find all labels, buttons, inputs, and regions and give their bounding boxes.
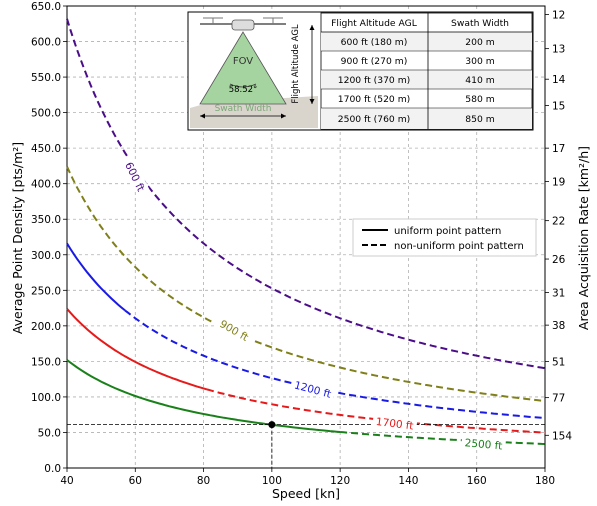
table-cell: 410 m — [465, 75, 494, 86]
table-cell: 1700 ft (520 m) — [338, 94, 410, 105]
y-tick-label: 100.0 — [31, 392, 61, 404]
y2-tick-label: 51 — [552, 356, 565, 368]
y2-tick-label: 14 — [552, 74, 566, 86]
series-line-solid-1700-ft — [66, 308, 208, 391]
series-line-dashed-600-ft — [66, 18, 546, 370]
table-cell: 600 ft (180 m) — [341, 37, 408, 48]
y-tick-label: 650.0 — [31, 1, 61, 13]
altitude-label: Flight Altitude AGL — [291, 24, 301, 104]
table-cell: 900 ft (270 m) — [341, 56, 408, 67]
y-tick-label: 0.0 — [44, 463, 61, 475]
marker-point — [268, 421, 276, 429]
y-tick-label: 600.0 — [31, 37, 61, 49]
y-tick-label: 300.0 — [31, 250, 61, 262]
series-label-1700-ft: 1700 ft — [375, 416, 414, 433]
inset: FOV 58.52° Swath Width Flight Altitude A… — [187, 11, 534, 131]
x-tick-label: 40 — [60, 475, 73, 487]
y-tick-label: 350.0 — [31, 214, 61, 226]
series-label-bg — [290, 376, 336, 401]
y2-tick-label: 22 — [552, 216, 565, 228]
series-label-bg — [212, 313, 257, 347]
x-tick-label: 180 — [535, 475, 555, 487]
x-tick-label: 60 — [129, 475, 142, 487]
table-cell: 2500 ft (760 m) — [338, 114, 410, 125]
x-tick-label: 120 — [330, 475, 350, 487]
table-header-swath: Swath Width — [451, 18, 509, 29]
series-label-bg — [461, 434, 507, 452]
y-tick-label: 150.0 — [31, 356, 61, 368]
y2-tick-label: 26 — [552, 254, 566, 266]
y2-tick-label: 13 — [552, 44, 565, 56]
table-header-altitude: Flight Altitude AGL — [331, 18, 418, 29]
table-cell: 300 m — [465, 56, 494, 67]
y-tick-label: 250.0 — [31, 285, 61, 297]
y2-tick-label: 77 — [552, 393, 565, 405]
y-axis-label: Average Point Density [pts/m²] — [10, 142, 25, 334]
x-axis-label: Speed [kn] — [272, 486, 340, 501]
plot-frame — [66, 5, 546, 469]
series-label-bg — [120, 153, 152, 199]
fov-label: FOV — [233, 56, 253, 67]
legend-item-uniform: uniform point pattern — [394, 226, 501, 237]
table-cell: 1200 ft (370 m) — [338, 75, 410, 86]
series-label-bg — [372, 413, 418, 432]
table-cell: 850 m — [465, 114, 494, 125]
swath-table: Flight Altitude AGL Swath Width 600 ft (… — [320, 12, 533, 130]
drone-icon — [200, 17, 286, 31]
axes: 40 60 80 100 120 140 160 180 0.0 50.0 100.0 150.0 20… — [31, 1, 572, 487]
y-tick-label: 400.0 — [31, 179, 61, 191]
series-line-solid-1200-ft — [66, 242, 126, 312]
angle-label: 58.52° — [229, 85, 258, 95]
y2-tick-label: 38 — [552, 320, 565, 332]
table-cell: 580 m — [465, 94, 494, 105]
y2-axis-label: Area Acquisition Rate [km²/h] — [576, 146, 591, 330]
fov-cone — [199, 31, 287, 105]
y-tick-label: 550.0 — [31, 72, 61, 84]
y2-tick-label: 15 — [552, 101, 565, 113]
angle-arc — [229, 83, 257, 88]
y2-tick-label: 154 — [552, 430, 572, 442]
y2-tick-label: 31 — [552, 287, 565, 299]
y2-tick-label: 12 — [552, 10, 565, 22]
y2-tick-label: 17 — [552, 143, 565, 155]
series-line-dashed-900-ft — [66, 166, 546, 402]
series-line-dashed-2500-ft — [340, 431, 546, 445]
table-cell: 200 m — [465, 37, 494, 48]
x-tick-label: 100 — [262, 475, 282, 487]
x-tick-label: 80 — [197, 475, 210, 487]
y-tick-label: 50.0 — [38, 427, 61, 439]
x-tick-label: 160 — [467, 475, 487, 487]
series-line-dashed-1200-ft — [124, 309, 546, 420]
legend: uniform point pattern non-uniform point … — [352, 218, 537, 257]
y2-tick-label: 19 — [552, 177, 565, 189]
series-line-solid-2500-ft — [66, 359, 341, 433]
y-tick-label: 200.0 — [31, 321, 61, 333]
x-tick-label: 140 — [398, 475, 418, 487]
y-tick-label: 500.0 — [31, 108, 61, 120]
legend-box — [352, 218, 537, 257]
legend-item-non-uniform: non-uniform point pattern — [394, 241, 524, 252]
series-label-2500-ft: 2500 ft — [464, 437, 503, 452]
swath-label: Swath Width — [215, 104, 272, 114]
y-tick-label: 450.0 — [31, 143, 61, 155]
